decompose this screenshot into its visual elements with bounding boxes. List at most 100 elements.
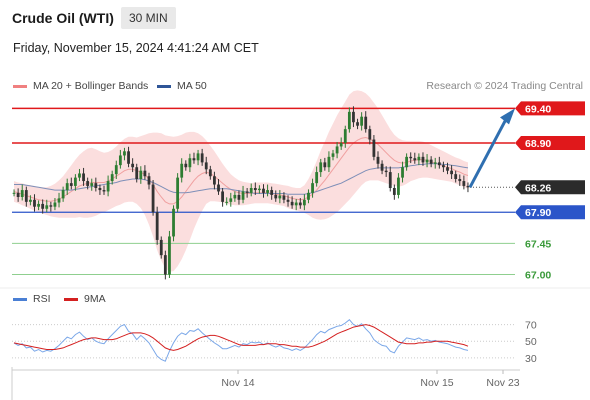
- price-tag-label: 68.90: [525, 138, 551, 150]
- ma50-line: [14, 163, 469, 195]
- price-tag: [515, 101, 585, 116]
- candle-body: [343, 129, 347, 143]
- ma20-swatch: [13, 84, 27, 88]
- bollinger-band: [14, 90, 468, 272]
- candle-body: [249, 188, 253, 193]
- candle-body: [188, 158, 192, 168]
- forecast-arrow: [468, 116, 509, 189]
- candle-body: [176, 177, 180, 209]
- candle-body: [221, 191, 224, 202]
- candle-body: [49, 205, 53, 207]
- candle-body: [192, 158, 196, 161]
- candle-body: [78, 173, 81, 178]
- candle-body: [102, 190, 106, 192]
- price-tag-label: 69.40: [525, 103, 551, 115]
- candle-body: [53, 202, 57, 207]
- candle-body: [425, 159, 429, 163]
- candle-body: [429, 159, 433, 164]
- candle-body: [270, 190, 274, 195]
- candle-body: [417, 156, 421, 161]
- candle-body: [98, 188, 102, 191]
- rsi-tick-label: 30: [525, 353, 537, 365]
- candle-body: [94, 183, 98, 188]
- candle-body: [380, 163, 384, 171]
- candle-body: [41, 203, 45, 209]
- candle-body: [286, 199, 290, 202]
- candle-body: [466, 185, 470, 188]
- candle-body: [73, 177, 77, 186]
- legend-ma20-bollinger: MA 20 + Bollinger Bands: [13, 80, 148, 92]
- candle-body: [278, 195, 282, 199]
- candle-body: [204, 162, 208, 170]
- candle-body: [86, 181, 90, 186]
- candle-body: [356, 122, 359, 126]
- rsi-swatch: [13, 297, 27, 301]
- candle-body: [155, 212, 159, 240]
- candle-body: [24, 190, 28, 202]
- candle-body: [217, 184, 220, 192]
- candle-body: [196, 153, 200, 161]
- candle-body: [450, 170, 453, 175]
- legend-9ma-label: 9MA: [84, 293, 106, 305]
- ma50-swatch: [157, 84, 171, 88]
- candle-body: [245, 191, 249, 193]
- candle-body: [364, 116, 368, 130]
- candle-body: [327, 156, 331, 168]
- price-tag-label: 67.90: [525, 207, 551, 219]
- candle-body: [323, 162, 327, 168]
- candle-body: [57, 198, 61, 203]
- legend-9ma: 9MA: [64, 293, 106, 305]
- candle-body: [454, 174, 458, 179]
- x-tick-label: Nov 15: [420, 377, 453, 389]
- candle-body: [319, 162, 323, 173]
- candle-body: [258, 188, 261, 191]
- candle-body: [114, 165, 118, 175]
- legend-rsi: RSI: [13, 293, 51, 305]
- candle-body: [266, 190, 269, 193]
- x-tick-label: Nov 23: [486, 377, 519, 389]
- candle-body: [384, 170, 388, 173]
- candle-body: [180, 163, 184, 178]
- candle-body: [442, 165, 445, 168]
- forecast-arrowhead: [500, 108, 515, 125]
- candle-body: [311, 183, 314, 193]
- candle-body: [421, 156, 425, 163]
- candle-body: [147, 176, 151, 185]
- candle-body: [184, 163, 188, 168]
- candle-body: [274, 194, 278, 199]
- legend-rsi-label: RSI: [33, 293, 51, 305]
- candle-body: [368, 129, 372, 140]
- candle-body: [302, 199, 306, 206]
- timeframe-button[interactable]: 30 MIN: [121, 7, 176, 29]
- candle-body: [458, 179, 462, 182]
- candle-body: [229, 198, 233, 202]
- candle-body: [253, 188, 257, 191]
- candle-body: [433, 162, 437, 164]
- candle-body: [388, 172, 392, 188]
- candle-body: [118, 155, 122, 166]
- candle-body: [200, 153, 204, 163]
- candle-body: [131, 163, 135, 168]
- candle-body: [401, 167, 404, 178]
- price-tag: [515, 180, 585, 195]
- candle-body: [82, 173, 85, 182]
- candle-body: [294, 202, 298, 206]
- candle-body: [462, 181, 466, 186]
- candle-body: [233, 194, 237, 199]
- candle-body: [282, 195, 286, 200]
- candle-body: [127, 151, 130, 164]
- candle-body: [163, 255, 167, 275]
- candle-body: [397, 177, 400, 195]
- candle-body: [225, 201, 229, 203]
- candle-body: [33, 199, 36, 207]
- candle-body: [307, 192, 310, 200]
- candle-body: [315, 172, 319, 184]
- candle-body: [392, 188, 396, 195]
- candle-body: [61, 190, 65, 199]
- candle-body: [262, 188, 265, 193]
- candle-body: [376, 156, 380, 164]
- rsi-9ma-line: [13, 324, 469, 351]
- price-tag-label: 67.45: [525, 238, 551, 250]
- candle-body: [409, 156, 413, 159]
